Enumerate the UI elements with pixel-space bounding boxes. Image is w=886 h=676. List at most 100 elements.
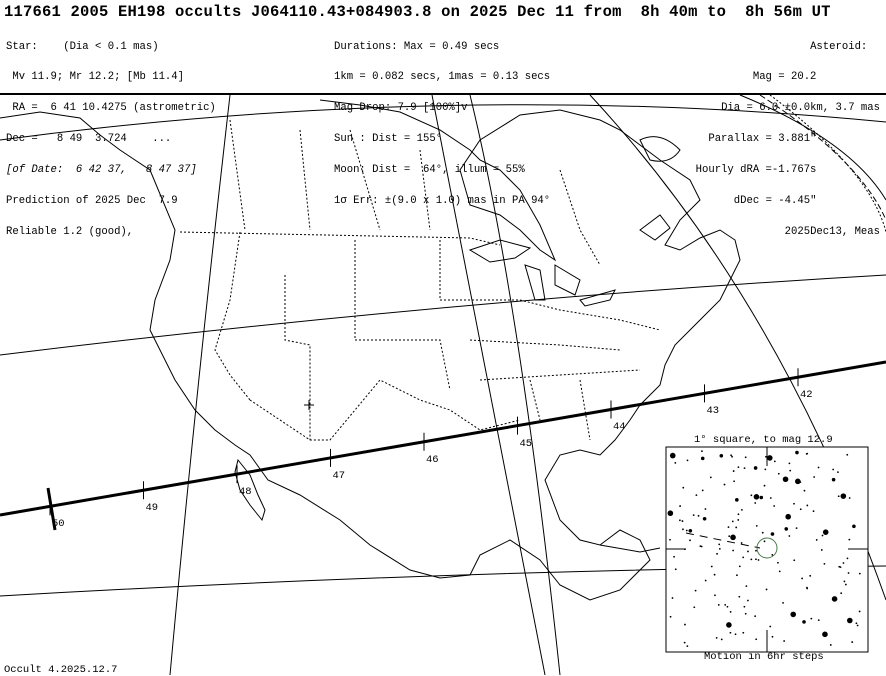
- star: [694, 589, 697, 592]
- star: [730, 454, 732, 457]
- star: [773, 460, 776, 463]
- star: [688, 528, 693, 533]
- coastline: [0, 99, 741, 601]
- star: [801, 577, 804, 580]
- star: [682, 528, 684, 531]
- star: [820, 549, 823, 551]
- star: [693, 606, 696, 609]
- star: [747, 550, 749, 553]
- star: [840, 592, 843, 595]
- star: [795, 478, 801, 485]
- star: [686, 459, 689, 462]
- asteroid-line: Mag = 20.2: [752, 71, 880, 84]
- star: [743, 467, 746, 470]
- star: [737, 466, 740, 468]
- star: [858, 610, 861, 613]
- star: [755, 524, 758, 527]
- star: [765, 455, 767, 458]
- star: [812, 510, 815, 513]
- star: [681, 520, 684, 522]
- star: [784, 527, 789, 531]
- star: [726, 622, 732, 628]
- event-info: Durations: Max = 0.49 secs 1km = 0.082 s…: [334, 21, 550, 217]
- star: [671, 597, 674, 599]
- star: [753, 494, 760, 500]
- star: [829, 644, 832, 646]
- star: [856, 624, 859, 627]
- star: [750, 558, 753, 561]
- occultation-centerline: [0, 360, 886, 517]
- star: [813, 476, 816, 478]
- star: [747, 599, 749, 602]
- star: [704, 508, 707, 510]
- star: [673, 555, 675, 558]
- star-line: [of Date: 6 42 37, 8 47 37]: [6, 164, 197, 177]
- star: [831, 477, 836, 482]
- star: [847, 572, 850, 574]
- star: [713, 573, 716, 576]
- star: [738, 595, 741, 598]
- software-version: Occult 4.2025.12.7: [4, 664, 118, 676]
- star: [810, 617, 813, 620]
- star: [851, 641, 854, 643]
- star: [734, 633, 737, 636]
- star: [692, 514, 695, 517]
- star: [803, 489, 806, 492]
- inset-crosshair: [666, 447, 868, 652]
- star: [683, 641, 686, 644]
- time-label: 49: [145, 502, 159, 515]
- star: [765, 588, 768, 591]
- star: [669, 615, 672, 618]
- star: [745, 585, 748, 588]
- star: [736, 574, 738, 577]
- star: [700, 456, 705, 461]
- star: [783, 640, 786, 642]
- star: [667, 510, 674, 517]
- star: [674, 568, 677, 571]
- event-line: Moon: Dist = 64°, illum = 55%: [334, 164, 525, 177]
- star: [730, 534, 736, 541]
- star: [831, 596, 838, 602]
- time-label: 50: [52, 518, 65, 531]
- star: [848, 497, 851, 499]
- star: [679, 505, 681, 507]
- star: [684, 623, 686, 626]
- star: [822, 631, 828, 638]
- star: [788, 462, 791, 465]
- star: [844, 583, 847, 586]
- star: [720, 638, 723, 641]
- time-label: 47: [332, 469, 346, 482]
- star: [723, 483, 726, 486]
- star: [767, 455, 773, 461]
- star: [852, 524, 856, 529]
- star: [699, 545, 702, 548]
- asteroid-motion-track: [685, 532, 761, 549]
- page-title: 117661 2005 EH198 occults J064110.43+084…: [4, 3, 831, 21]
- star: [769, 625, 772, 628]
- star: [729, 631, 732, 634]
- star: [685, 529, 688, 532]
- star: [732, 549, 735, 552]
- star: [757, 559, 760, 561]
- event-line: Mag Drop: 7.9 [100%]v: [334, 102, 468, 115]
- event-line: 1σ Err: ±(9.0 x 1.0) mas in PA 94°: [334, 195, 551, 208]
- event-line: Sun : Dist = 155°: [334, 133, 443, 146]
- inset-background: [665, 446, 869, 653]
- path-start-tick: [46, 487, 57, 531]
- asteroid-line: 2025Dec13, Meas: [784, 225, 880, 238]
- star: [822, 529, 829, 535]
- star-line: Dec = 8 49 3.724 ...: [6, 133, 172, 146]
- star: [805, 452, 808, 455]
- star: [678, 519, 681, 522]
- star: [777, 472, 780, 475]
- great-lakes: [468, 239, 616, 307]
- star: [770, 532, 775, 536]
- observer-marker: [304, 400, 314, 410]
- star-line: Mv 11.9; Mr 12.2; [Mb 11.4]: [6, 71, 185, 84]
- star: [724, 604, 727, 606]
- event-line: 1km = 0.082 secs, 1mas = 0.13 secs: [334, 71, 551, 84]
- star: [740, 508, 743, 511]
- inset-caption: Motion in 6hr steps: [704, 651, 824, 663]
- star: [744, 612, 747, 615]
- star: [848, 538, 851, 541]
